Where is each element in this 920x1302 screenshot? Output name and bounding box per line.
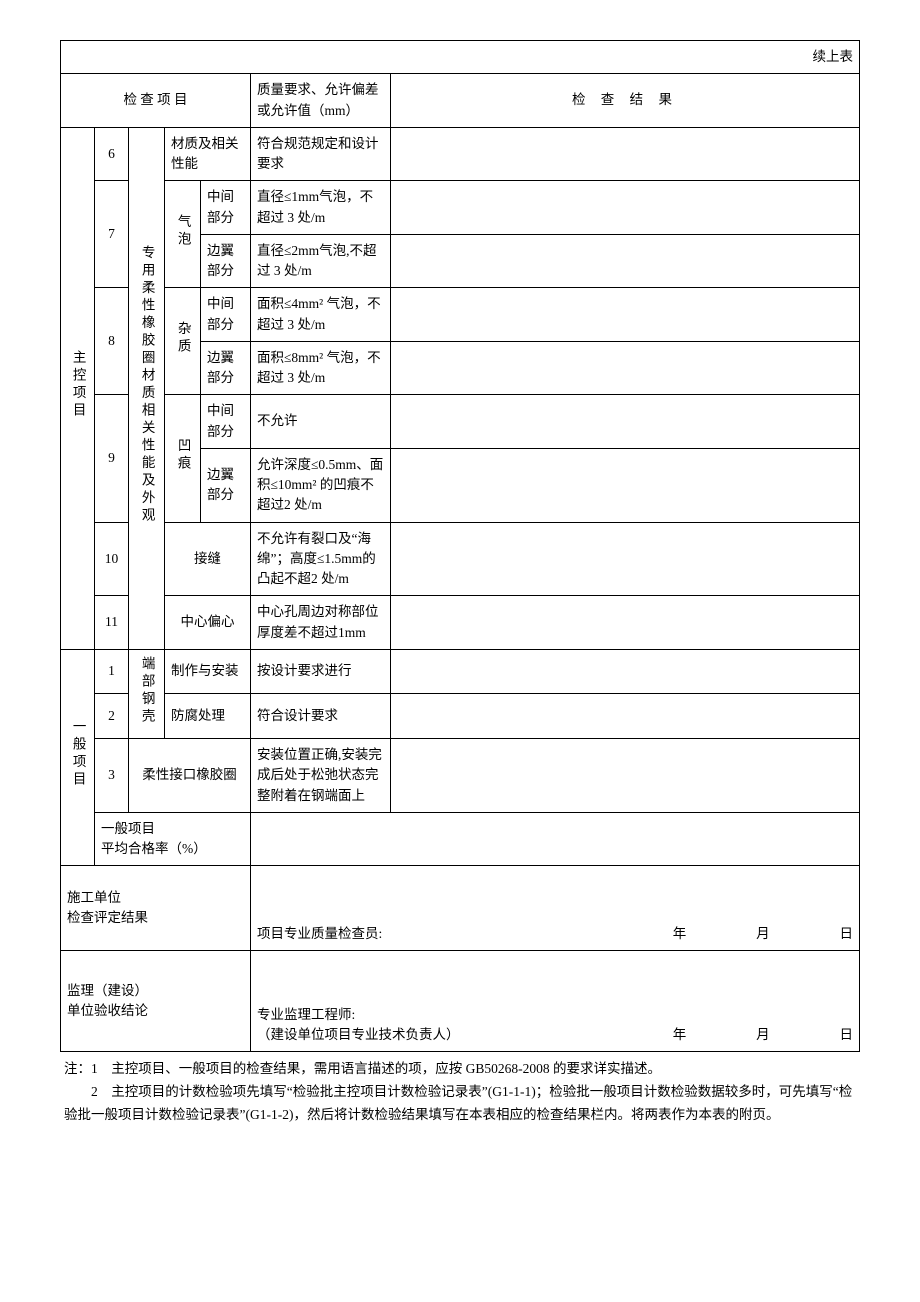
header-check-item: 检 查 项 目 [61,74,251,128]
grow2-item: 防腐处理 [165,694,251,739]
row11-item: 中心偏心 [165,596,251,650]
main-category-cell: 主控项目 [61,127,95,649]
supervision-signer-sub: （建设单位项目专业技术负责人） [257,1027,460,1042]
main-group-label: 专用柔性橡胶圈材质相关性能及外观 [136,245,156,525]
row9-part2: 边翼部分 [201,448,251,522]
general-category-cell: 一般项目 [61,649,95,866]
row8-req2: 面积≤8mm² 气泡，不超过 3 处/m [251,341,391,395]
row10-no: 10 [95,522,129,596]
row7-sub: 气泡 [165,181,201,288]
row7-req2: 直径≤2mm气泡,不超过 3 处/m [251,234,391,288]
row11-req: 中心孔周边对称部位厚度差不超过1mm [251,596,391,650]
row11-no: 11 [95,596,129,650]
main-category-label: 主控项目 [67,350,87,420]
row10-result[interactable] [391,522,860,596]
row9-result1[interactable] [391,395,860,449]
general-group-label: 端部钢壳 [136,656,156,726]
grow1-item: 制作与安装 [165,649,251,694]
row7-result1[interactable] [391,181,860,235]
row10-req: 不允许有裂口及“海绵”；高度≤1.5mm的凸起不超2 处/m [251,522,391,596]
grow3-item: 柔性接口橡胶圈 [129,739,251,813]
grow3-no: 3 [95,739,129,813]
grow3-req: 安装位置正确,安装完成后处于松弛状态完整附着在钢端面上 [251,739,391,813]
row6-no: 6 [95,127,129,181]
row7-result2[interactable] [391,234,860,288]
grow2-result[interactable] [391,694,860,739]
grow2-req: 符合设计要求 [251,694,391,739]
construction-unit-sign-cell[interactable]: 项目专业质量检查员: 年 月 日 [251,866,860,951]
grow3-result[interactable] [391,739,860,813]
main-group-cell: 专用柔性橡胶圈材质相关性能及外观 [129,127,165,649]
row9-part1: 中间部分 [201,395,251,449]
avg-pass-value[interactable] [251,812,860,866]
row6-result[interactable] [391,127,860,181]
header-quality-req: 质量要求、允许偏差或允许值（mm） [251,74,391,128]
row9-req2: 允许深度≤0.5mm、面积≤10mm² 的凹痕不超过2 处/m [251,448,391,522]
general-category-label: 一般项目 [67,719,87,789]
row9-sub: 凹痕 [165,395,201,522]
avg-pass-label: 一般项目 平均合格率（%） [95,812,251,866]
construction-date: 年 月 日 [606,924,853,944]
general-group-cell: 端部钢壳 [129,649,165,738]
row6-req: 符合规范规定和设计要求 [251,127,391,181]
header-check-result: 检 查 结 果 [391,74,860,128]
note-2: 2 主控项目的计数检验项先填写“检验批主控项目计数检验记录表”(G1-1-1)；… [64,1081,856,1127]
row7-part1: 中间部分 [201,181,251,235]
row9-result2[interactable] [391,448,860,522]
row8-result1[interactable] [391,288,860,342]
row9-no: 9 [95,395,129,522]
construction-signer-label: 项目专业质量检查员: [257,924,382,944]
notes-block: 注：1 主控项目、一般项目的检查结果，需用语言描述的项，应按 GB50268-2… [60,1052,860,1127]
row8-part2: 边翼部分 [201,341,251,395]
row7-req1: 直径≤1mm气泡，不超过 3 处/m [251,181,391,235]
row8-no: 8 [95,288,129,395]
grow1-req: 按设计要求进行 [251,649,391,694]
supervision-signer-label: 专业监理工程师: [257,1007,355,1022]
construction-unit-label: 施工单位 检查评定结果 [61,866,251,951]
row7-part2: 边翼部分 [201,234,251,288]
note-1: 1 主控项目、一般项目的检查结果，需用语言描述的项，应按 GB50268-200… [91,1061,661,1076]
continuation-label: 续上表 [61,41,860,74]
supervision-unit-label: 监理（建设） 单位验收结论 [61,951,251,1052]
notes-prefix: 注： [64,1061,91,1076]
row9-req1: 不允许 [251,395,391,449]
row8-req1: 面积≤4mm² 气泡，不超过 3 处/m [251,288,391,342]
supervision-unit-sign-cell[interactable]: 专业监理工程师: （建设单位项目专业技术负责人） 年 月 日 [251,951,860,1052]
row6-item: 材质及相关性能 [165,127,251,181]
supervision-date: 年 月 日 [606,1025,853,1045]
grow1-result[interactable] [391,649,860,694]
inspection-table: 续上表 检 查 项 目 质量要求、允许偏差或允许值（mm） 检 查 结 果 主控… [60,40,860,1052]
row8-result2[interactable] [391,341,860,395]
row10-item: 接缝 [165,522,251,596]
row7-no: 7 [95,181,129,288]
row8-sub: 杂质 [165,288,201,395]
grow1-no: 1 [95,649,129,694]
grow2-no: 2 [95,694,129,739]
row8-part1: 中间部分 [201,288,251,342]
row11-result[interactable] [391,596,860,650]
